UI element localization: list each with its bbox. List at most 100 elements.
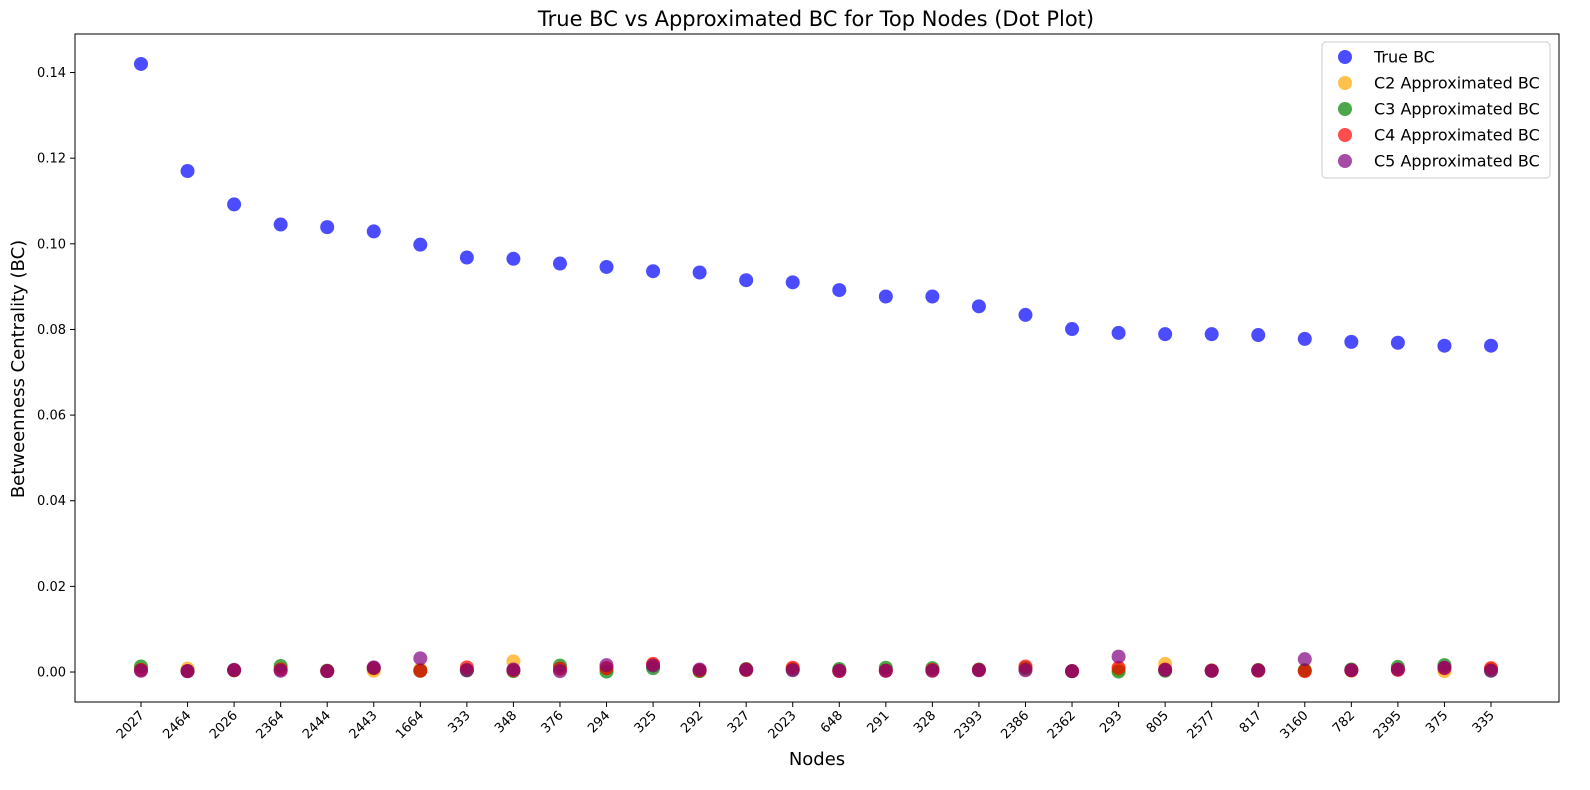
- series-0-point: [1344, 334, 1359, 349]
- series-0-point: [134, 56, 148, 71]
- series-0-point: [739, 273, 754, 288]
- x-tick-label: 375: [1423, 708, 1451, 736]
- x-tick-label: 292: [678, 708, 706, 736]
- series-4-point: [1437, 660, 1452, 675]
- x-tick-label: 2395: [1371, 708, 1405, 742]
- series-4-point: [971, 663, 986, 678]
- x-tick-label: 2023: [766, 708, 800, 742]
- y-tick-label: 0.00: [37, 666, 66, 681]
- series-0-point: [459, 250, 474, 265]
- x-tick-label: 333: [446, 708, 474, 736]
- series-0-point: [273, 217, 288, 232]
- x-tick-label: 2364: [253, 708, 287, 742]
- series-0-point: [180, 164, 195, 179]
- series-0-point: [1158, 327, 1173, 342]
- series-0-point: [832, 283, 847, 298]
- series-0-point: [692, 265, 707, 280]
- series-4-point: [1390, 662, 1405, 677]
- series-0-point: [1204, 327, 1219, 342]
- x-tick-label: 782: [1330, 708, 1358, 736]
- x-tick-label: 348: [492, 708, 520, 736]
- series-4-point: [1344, 663, 1359, 678]
- x-tick-label: 2577: [1185, 708, 1219, 742]
- y-tick-label: 0.02: [37, 580, 66, 595]
- series-4-point: [1297, 652, 1312, 667]
- x-tick-label: 376: [539, 708, 567, 736]
- series-0-point: [1065, 322, 1080, 337]
- legend-item: C2 Approximated BC: [1338, 74, 1540, 93]
- x-tick-label: 2464: [160, 708, 194, 742]
- x-tick-label: 2027: [114, 708, 148, 742]
- x-tick-label: 325: [632, 708, 660, 736]
- x-tick-label: 817: [1237, 708, 1265, 736]
- x-tick-label: 2386: [998, 708, 1032, 742]
- series-4-point: [134, 663, 148, 678]
- y-tick-label: 0.10: [37, 237, 66, 252]
- series-4-point: [739, 662, 754, 677]
- legend-marker: [1338, 154, 1352, 168]
- series-4-point: [1018, 663, 1033, 678]
- x-tick-label: 2444: [300, 708, 334, 742]
- legend-box: [1321, 41, 1551, 179]
- plot-frame: [74, 33, 1560, 703]
- x-tick-label: 805: [1144, 708, 1172, 736]
- x-tick-label: 1664: [393, 708, 427, 742]
- series-4-point: [180, 664, 195, 679]
- series-0-point: [1018, 307, 1033, 322]
- chart-title: True BC vs Approximated BC for Top Nodes…: [537, 7, 1094, 31]
- series-0-point: [599, 259, 614, 274]
- series-4-point: [227, 662, 242, 677]
- series-0: [134, 56, 1498, 353]
- series-0-point: [646, 264, 661, 279]
- series-4: [134, 649, 1498, 679]
- y-axis-title: Betweenness Centrality (BC): [8, 240, 29, 498]
- x-tick-label: 328: [911, 708, 939, 736]
- series-0-point: [552, 256, 567, 271]
- series-4-point: [1065, 664, 1080, 679]
- y-tick-label: 0.08: [37, 323, 66, 338]
- series-0-point: [1437, 338, 1452, 353]
- x-axis-title: Nodes: [789, 749, 845, 770]
- series-0-point: [971, 299, 986, 314]
- series-0-point: [1484, 338, 1498, 353]
- y-tick-label: 0.12: [37, 152, 66, 167]
- series-4-point: [785, 663, 800, 678]
- series-4-point: [878, 663, 893, 678]
- series-0-point: [413, 237, 428, 252]
- series-3-point: [413, 663, 428, 678]
- legend-marker: [1338, 50, 1352, 64]
- plot-area: [134, 56, 1498, 679]
- legend-marker: [1338, 76, 1352, 90]
- x-tick-label: 2026: [207, 708, 241, 742]
- series-0-point: [925, 289, 940, 304]
- series-0-point: [878, 289, 893, 304]
- series-4-point: [599, 658, 614, 673]
- series-0-point: [320, 220, 335, 235]
- series-4-point: [552, 664, 567, 679]
- series-4-point: [692, 662, 707, 677]
- series-3-point: [1297, 664, 1312, 679]
- y-tick-label: 0.06: [37, 409, 66, 424]
- series-0-point: [506, 251, 521, 266]
- series-4-point: [1204, 663, 1219, 678]
- series-0-point: [785, 275, 800, 290]
- x-tick-label: 335: [1470, 708, 1498, 736]
- legend-label: C5 Approximated BC: [1374, 152, 1540, 171]
- legend-label: C2 Approximated BC: [1374, 74, 1540, 93]
- y-tick-label: 0.14: [37, 66, 66, 81]
- series-0-point: [1297, 331, 1312, 346]
- x-tick-label: 327: [725, 708, 753, 736]
- x-tick-label: 2362: [1045, 708, 1079, 742]
- series-0-point: [1111, 325, 1126, 340]
- y-axis-ticks: 0.00 0.02 0.04 0.06 0.08 0.10 0.12 0.14: [37, 66, 75, 681]
- series-4-point: [273, 663, 288, 678]
- legend-marker: [1338, 102, 1352, 116]
- legend-label: True BC: [1373, 48, 1435, 67]
- legend-item: True BC: [1338, 48, 1435, 67]
- series-4-point: [1251, 663, 1266, 678]
- x-tick-label: 294: [585, 708, 613, 736]
- series-0-point: [1390, 335, 1405, 350]
- series-4-point: [459, 663, 474, 678]
- x-tick-label: 291: [864, 708, 892, 736]
- series-4-point: [1111, 649, 1126, 664]
